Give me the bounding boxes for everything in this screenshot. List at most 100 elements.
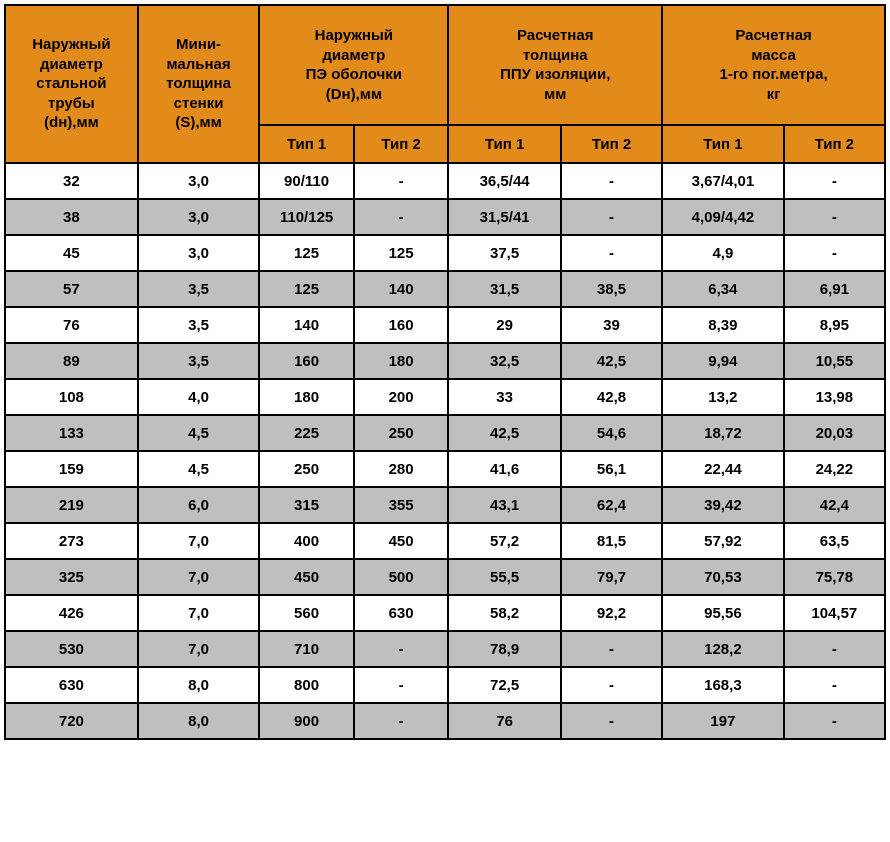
cell-m2: 104,57 xyxy=(784,595,885,631)
cell-dn: 76 xyxy=(5,307,138,343)
table-row: 6308,0800-72,5-168,3- xyxy=(5,667,885,703)
cell-pe1: 125 xyxy=(259,235,354,271)
cell-s: 3,0 xyxy=(138,163,260,199)
cell-s: 3,0 xyxy=(138,235,260,271)
cell-th1: 29 xyxy=(448,307,561,343)
cell-s: 4,5 xyxy=(138,451,260,487)
cell-th1: 37,5 xyxy=(448,235,561,271)
cell-th1: 76 xyxy=(448,703,561,739)
cell-pe2: 500 xyxy=(354,559,449,595)
cell-m2: - xyxy=(784,631,885,667)
cell-m2: 63,5 xyxy=(784,523,885,559)
cell-pe1: 180 xyxy=(259,379,354,415)
cell-m1: 197 xyxy=(662,703,784,739)
cell-pe1: 315 xyxy=(259,487,354,523)
cell-pe2: 180 xyxy=(354,343,449,379)
cell-m2: 6,91 xyxy=(784,271,885,307)
cell-dn: 630 xyxy=(5,667,138,703)
header-pe: НаружныйдиаметрПЭ оболочки(Dн),мм xyxy=(259,5,448,125)
cell-pe2: - xyxy=(354,163,449,199)
cell-m1: 9,94 xyxy=(662,343,784,379)
cell-dn: 720 xyxy=(5,703,138,739)
cell-s: 8,0 xyxy=(138,667,260,703)
cell-dn: 219 xyxy=(5,487,138,523)
cell-pe2: - xyxy=(354,199,449,235)
header-th-tip2: Тип 2 xyxy=(561,125,662,163)
cell-dn: 89 xyxy=(5,343,138,379)
cell-s: 3,5 xyxy=(138,271,260,307)
cell-pe2: - xyxy=(354,631,449,667)
table-row: 1334,522525042,554,618,7220,03 xyxy=(5,415,885,451)
cell-dn: 426 xyxy=(5,595,138,631)
cell-pe1: 160 xyxy=(259,343,354,379)
cell-th2: 62,4 xyxy=(561,487,662,523)
cell-pe2: 160 xyxy=(354,307,449,343)
cell-dn: 32 xyxy=(5,163,138,199)
cell-pe1: 140 xyxy=(259,307,354,343)
cell-s: 6,0 xyxy=(138,487,260,523)
cell-s: 4,5 xyxy=(138,415,260,451)
cell-m2: 42,4 xyxy=(784,487,885,523)
cell-th1: 58,2 xyxy=(448,595,561,631)
cell-s: 3,5 xyxy=(138,307,260,343)
cell-th1: 72,5 xyxy=(448,667,561,703)
cell-th2: 54,6 xyxy=(561,415,662,451)
cell-th1: 43,1 xyxy=(448,487,561,523)
cell-m1: 168,3 xyxy=(662,667,784,703)
cell-m1: 8,39 xyxy=(662,307,784,343)
cell-m2: 10,55 xyxy=(784,343,885,379)
cell-m2: - xyxy=(784,667,885,703)
cell-m1: 39,42 xyxy=(662,487,784,523)
cell-th2: - xyxy=(561,631,662,667)
table-row: 383,0110/125-31,5/41-4,09/4,42- xyxy=(5,199,885,235)
cell-s: 7,0 xyxy=(138,595,260,631)
cell-m2: - xyxy=(784,235,885,271)
cell-m2: 20,03 xyxy=(784,415,885,451)
cell-m1: 95,56 xyxy=(662,595,784,631)
cell-dn: 45 xyxy=(5,235,138,271)
header-mass: Расчетнаямасса1-го пог.метра,кг xyxy=(662,5,885,125)
header-m-tip2: Тип 2 xyxy=(784,125,885,163)
cell-m1: 4,09/4,42 xyxy=(662,199,784,235)
cell-m1: 57,92 xyxy=(662,523,784,559)
cell-dn: 325 xyxy=(5,559,138,595)
cell-th1: 31,5 xyxy=(448,271,561,307)
cell-pe1: 450 xyxy=(259,559,354,595)
cell-pe1: 250 xyxy=(259,451,354,487)
table-row: 5307,0710-78,9-128,2- xyxy=(5,631,885,667)
table-row: 893,516018032,542,59,9410,55 xyxy=(5,343,885,379)
table-row: 7208,0900-76-197- xyxy=(5,703,885,739)
cell-m2: 13,98 xyxy=(784,379,885,415)
cell-m1: 128,2 xyxy=(662,631,784,667)
cell-m2: - xyxy=(784,199,885,235)
cell-pe2: 630 xyxy=(354,595,449,631)
cell-dn: 159 xyxy=(5,451,138,487)
cell-pe1: 110/125 xyxy=(259,199,354,235)
cell-th1: 33 xyxy=(448,379,561,415)
table-row: 763,514016029398,398,95 xyxy=(5,307,885,343)
cell-pe2: 250 xyxy=(354,415,449,451)
cell-th1: 57,2 xyxy=(448,523,561,559)
cell-pe1: 125 xyxy=(259,271,354,307)
table-row: 4267,056063058,292,295,56104,57 xyxy=(5,595,885,631)
cell-pe1: 90/110 xyxy=(259,163,354,199)
pipe-spec-table: Наружныйдиаметрстальнойтрубы(dн),мм Мини… xyxy=(4,4,886,740)
cell-m1: 70,53 xyxy=(662,559,784,595)
cell-th2: - xyxy=(561,667,662,703)
table-row: 1594,525028041,656,122,4424,22 xyxy=(5,451,885,487)
cell-dn: 273 xyxy=(5,523,138,559)
cell-m2: - xyxy=(784,703,885,739)
cell-m2: 24,22 xyxy=(784,451,885,487)
cell-m1: 3,67/4,01 xyxy=(662,163,784,199)
cell-th2: - xyxy=(561,199,662,235)
cell-pe2: - xyxy=(354,667,449,703)
cell-pe1: 225 xyxy=(259,415,354,451)
cell-m2: - xyxy=(784,163,885,199)
table-row: 1084,01802003342,813,213,98 xyxy=(5,379,885,415)
cell-th2: 39 xyxy=(561,307,662,343)
cell-m1: 22,44 xyxy=(662,451,784,487)
cell-pe2: 450 xyxy=(354,523,449,559)
cell-th1: 78,9 xyxy=(448,631,561,667)
header-pe-tip1: Тип 1 xyxy=(259,125,354,163)
cell-th1: 31,5/41 xyxy=(448,199,561,235)
